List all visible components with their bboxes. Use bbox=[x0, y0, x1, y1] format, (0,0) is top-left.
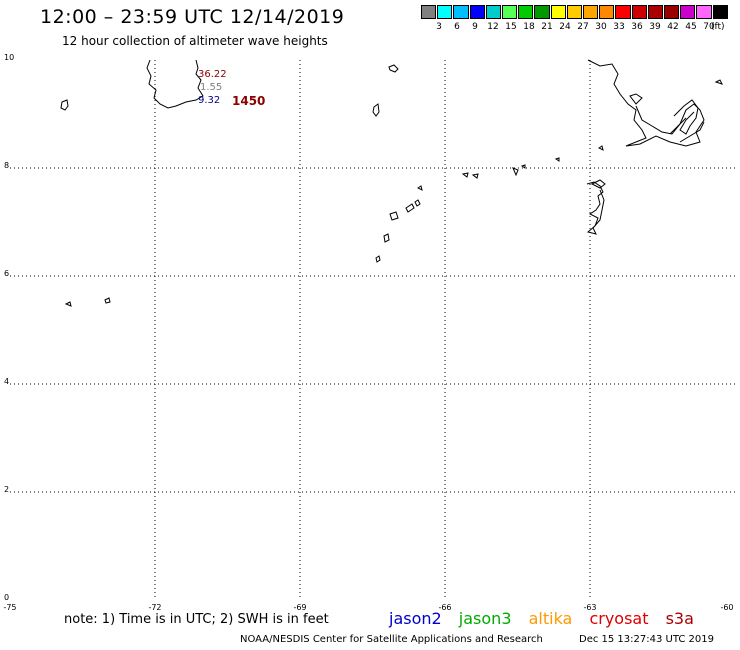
longitude-gridlines bbox=[154, 60, 591, 600]
scale-swatch-0 bbox=[421, 5, 437, 19]
credit-text: NOAA/NESDIS Center for Satellite Applica… bbox=[240, 634, 543, 645]
east-islet-c bbox=[64, 301, 72, 307]
tobago-island bbox=[590, 179, 606, 189]
scale-label-6: 21 bbox=[541, 22, 553, 32]
scale-swatch-17 bbox=[696, 5, 712, 19]
x-tick-69: -69 bbox=[293, 603, 307, 612]
satellite-jason3: jason3 bbox=[458, 609, 512, 628]
islet-c bbox=[471, 173, 479, 179]
color-scale-swatches bbox=[421, 5, 729, 19]
map-area[interactable]: 36.22 1.55 9.32 1450 bbox=[10, 59, 735, 600]
latitude-gridlines bbox=[10, 167, 735, 493]
y-tick-10: 10 bbox=[4, 53, 15, 62]
scale-label-5: 18 bbox=[523, 22, 535, 32]
scale-swatch-12 bbox=[615, 5, 631, 19]
scale-swatch-7 bbox=[534, 5, 550, 19]
map-title: 12:00 – 23:59 UTC 12/14/2019 bbox=[40, 6, 345, 28]
y-tick-2: 2 bbox=[4, 485, 10, 494]
scale-label-8: 27 bbox=[577, 22, 589, 32]
satellite-legend: jason2 jason3 altika cryosat s3a bbox=[389, 609, 694, 628]
islet-d bbox=[512, 167, 519, 177]
scale-unit-label: (ft) bbox=[711, 22, 725, 32]
map-subtitle: 12 hour collection of altimeter wave hei… bbox=[62, 34, 328, 48]
satellite-s3a: s3a bbox=[665, 609, 694, 628]
islet-a bbox=[417, 185, 423, 191]
map-canvas[interactable] bbox=[10, 59, 735, 600]
scale-label-14: 45 bbox=[685, 22, 697, 32]
x-tick-75: -75 bbox=[3, 603, 17, 612]
satellite-altika: altika bbox=[528, 609, 573, 628]
lesser-antilles-2 bbox=[405, 203, 415, 213]
trinidad-coast bbox=[586, 181, 605, 235]
scale-swatch-5 bbox=[502, 5, 518, 19]
coastlines bbox=[60, 59, 723, 307]
wave-height-value-2: 1.55 bbox=[200, 82, 223, 93]
scale-label-1: 6 bbox=[454, 22, 460, 32]
lesser-antilles-1 bbox=[414, 199, 421, 207]
island-mid bbox=[372, 103, 380, 117]
scale-label-13: 42 bbox=[667, 22, 679, 32]
scale-swatch-6 bbox=[518, 5, 534, 19]
y-tick-8: 8 bbox=[4, 161, 10, 170]
east-island bbox=[598, 145, 604, 151]
east-islet-a bbox=[714, 79, 723, 85]
scale-label-10: 33 bbox=[613, 22, 625, 32]
island-west bbox=[60, 99, 69, 111]
satellite-cryosat: cryosat bbox=[589, 609, 649, 628]
scale-label-4: 15 bbox=[505, 22, 517, 32]
orinoco-delta bbox=[669, 99, 705, 143]
scale-label-9: 30 bbox=[595, 22, 607, 32]
wave-height-value-3: 9.32 bbox=[198, 95, 221, 106]
scale-swatch-10 bbox=[583, 5, 599, 19]
island-north bbox=[388, 64, 399, 73]
islet-f bbox=[554, 157, 560, 162]
islet-e bbox=[520, 164, 526, 169]
east-islet-b bbox=[629, 93, 643, 105]
timestamp-text: Dec 15 13:27:43 UTC 2019 bbox=[579, 634, 714, 645]
legend-note: note: 1) Time is in UTC; 2) SWH is in fe… bbox=[64, 612, 329, 627]
islet-b bbox=[461, 172, 469, 178]
wave-height-value-1: 36.22 bbox=[198, 69, 227, 80]
hispaniola-coast bbox=[146, 59, 204, 109]
x-tick-63: -63 bbox=[583, 603, 597, 612]
scale-label-2: 9 bbox=[472, 22, 478, 32]
scale-swatch-2 bbox=[453, 5, 469, 19]
scale-label-3: 12 bbox=[487, 22, 499, 32]
x-tick-60: -60 bbox=[720, 603, 734, 612]
y-tick-0: 0 bbox=[4, 593, 10, 602]
east-islet-d bbox=[104, 297, 111, 304]
scale-label-15: 70 bbox=[703, 22, 715, 32]
lesser-antilles-4 bbox=[383, 233, 390, 243]
scale-swatch-14 bbox=[647, 5, 664, 19]
scale-swatch-9 bbox=[566, 5, 583, 19]
scale-swatch-4 bbox=[485, 5, 502, 19]
scale-label-11: 36 bbox=[631, 22, 643, 32]
color-scale-labels: 3 6 9 12 15 18 21 24 27 30 33 36 39 42 45 70 (ft) bbox=[421, 22, 729, 36]
scale-swatch-18 bbox=[712, 5, 728, 19]
scale-swatch-1 bbox=[437, 5, 453, 19]
lesser-antilles-3 bbox=[389, 211, 399, 221]
scale-label-7: 24 bbox=[559, 22, 571, 32]
scale-swatch-16 bbox=[680, 5, 696, 19]
scale-label-0: 3 bbox=[436, 22, 442, 32]
scale-swatch-15 bbox=[664, 5, 680, 19]
scale-swatch-3 bbox=[469, 5, 485, 19]
x-tick-66: -66 bbox=[438, 603, 452, 612]
scale-swatch-11 bbox=[599, 5, 615, 19]
y-tick-4: 4 bbox=[4, 377, 10, 386]
y-tick-6: 6 bbox=[4, 269, 10, 278]
lesser-antilles-5 bbox=[375, 255, 381, 263]
pass-time-label: 1450 bbox=[232, 94, 266, 108]
scale-label-12: 39 bbox=[649, 22, 661, 32]
color-scale: 3 6 9 12 15 18 21 24 27 30 33 36 39 42 45 70 (ft) bbox=[421, 5, 729, 39]
scale-swatch-13 bbox=[631, 5, 647, 19]
scale-swatch-8 bbox=[550, 5, 566, 19]
x-tick-72: -72 bbox=[148, 603, 162, 612]
satellite-jason2: jason2 bbox=[389, 609, 442, 628]
